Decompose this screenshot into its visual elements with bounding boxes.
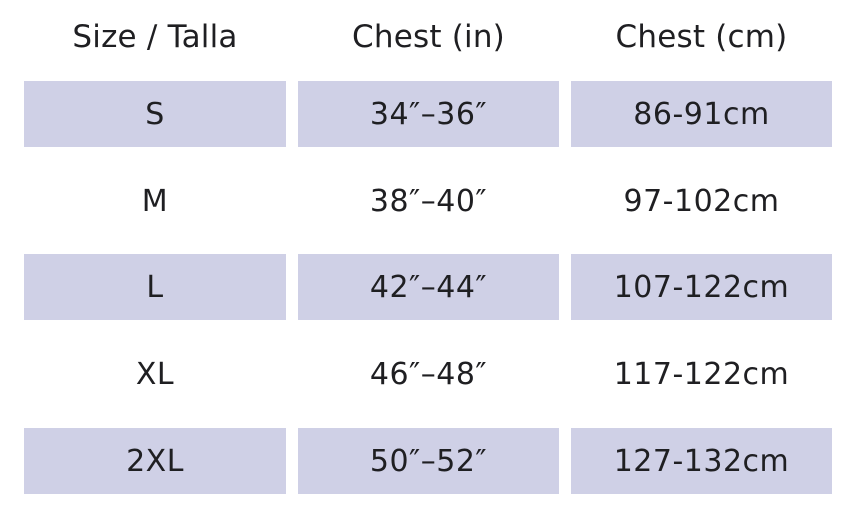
header-chest-cm: Chest (cm) <box>615 19 788 55</box>
chest-cm-cell: 97-102cm <box>623 183 780 219</box>
size-cell: S <box>24 81 286 147</box>
table-row: S 34″–36″ 86-91cm <box>0 81 856 147</box>
table-row: 2XL 50″–52″ 127-132cm <box>0 428 856 494</box>
chest-cm-cell: 86-91cm <box>571 81 832 147</box>
size-cell: 2XL <box>24 428 286 494</box>
chest-in-cell: 38″–40″ <box>369 183 488 219</box>
chest-in-cell: 50″–52″ <box>298 428 559 494</box>
header-size: Size / Talla <box>72 19 238 55</box>
chest-in-cell: 42″–44″ <box>298 254 559 320</box>
chest-in-cell: 46″–48″ <box>369 356 488 392</box>
size-cell: XL <box>135 356 175 392</box>
chest-cm-cell: 107-122cm <box>571 254 832 320</box>
header-chest-in: Chest (in) <box>352 19 505 55</box>
table-row: M 38″–40″ 97-102cm <box>0 168 856 234</box>
size-cell: M <box>141 183 169 219</box>
chest-cm-cell: 127-132cm <box>571 428 832 494</box>
table-row: L 42″–44″ 107-122cm <box>0 254 856 320</box>
table-row: XL 46″–48″ 117-122cm <box>0 341 856 407</box>
chest-cm-cell: 117-122cm <box>613 356 790 392</box>
chest-in-cell: 34″–36″ <box>298 81 559 147</box>
size-cell: L <box>24 254 286 320</box>
